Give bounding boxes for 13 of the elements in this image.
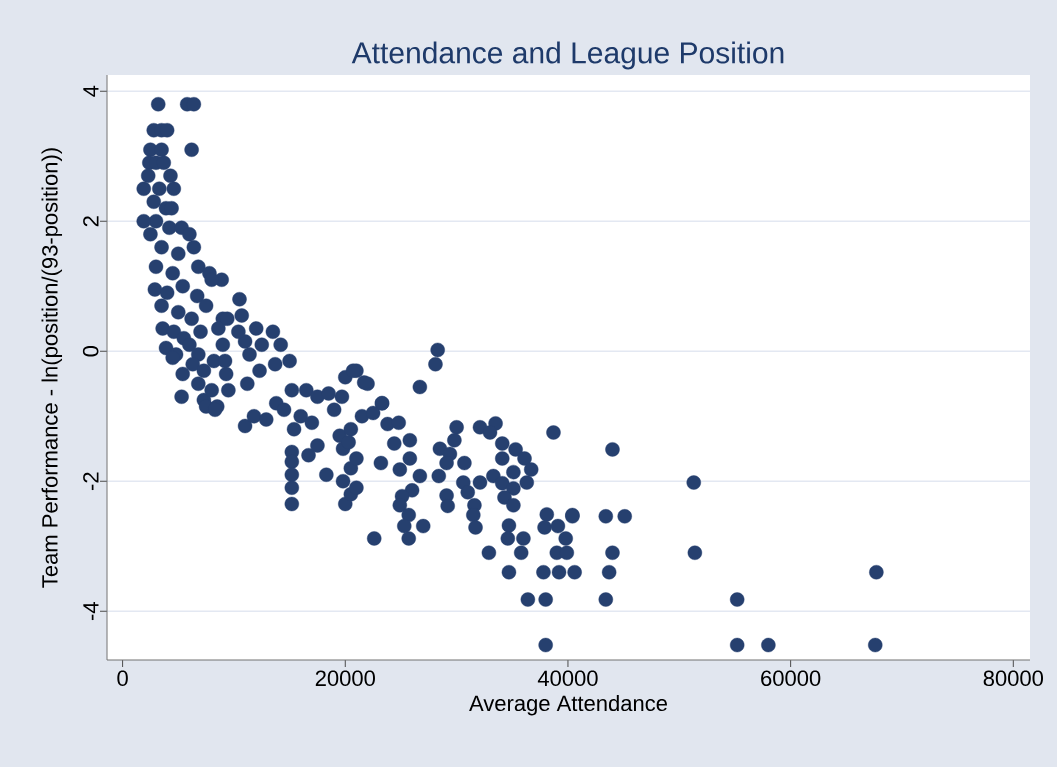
y-tick-label: -2 [83,472,99,491]
x-tick-label: 80000 [983,670,1044,687]
y-axis-title: Team Performance - ln(position/(93-position)) [41,148,63,588]
x-tick-label: 20000 [315,670,375,687]
y-tick-label: 0 [82,345,99,357]
y-tick-label: -4 [83,602,99,621]
x-tick-label: 0 [117,670,128,687]
x-tick-label: 60000 [761,670,821,687]
x-axis-title: Average Attendance [469,694,667,716]
chart-title: Attendance and League Position [351,41,784,70]
y-tick-label: 2 [83,216,99,227]
x-tick-label: 40000 [537,670,598,687]
y-tick-label: 4 [83,85,99,97]
